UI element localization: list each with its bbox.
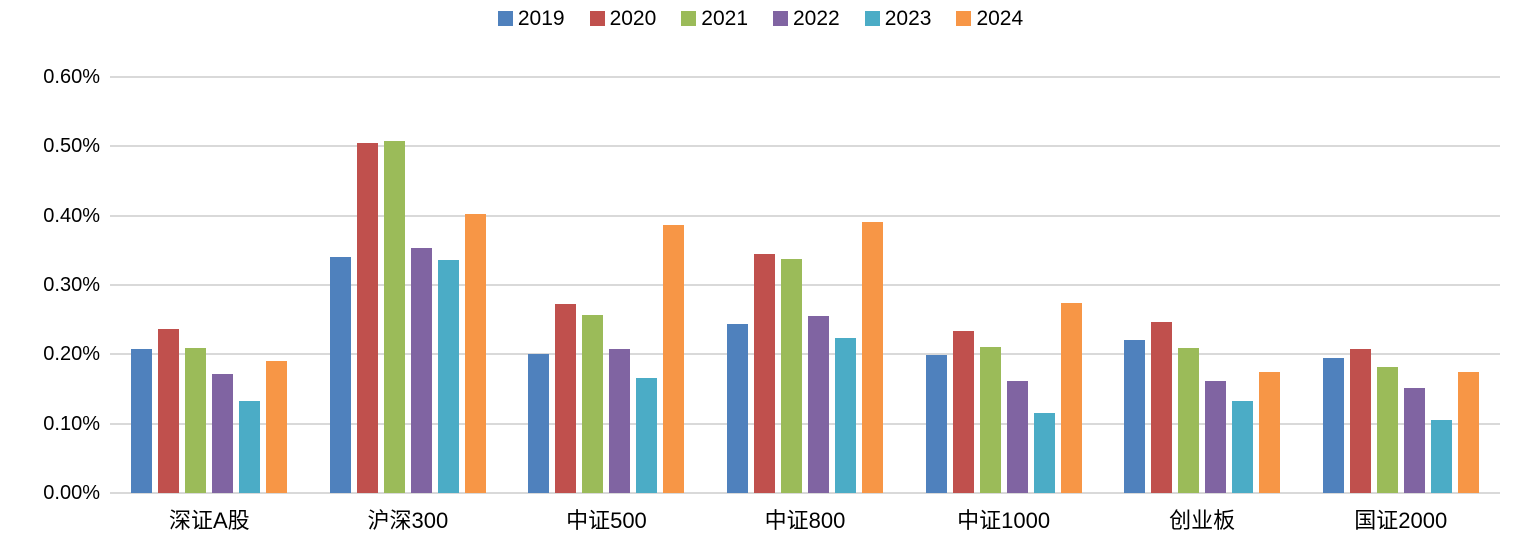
y-tick-label: 0.00% [43,482,100,504]
legend-swatch-icon [773,11,788,26]
y-tick-label: 0.30% [43,274,100,296]
legend-item-2024: 2024 [956,8,1023,29]
y-tick-label: 0.40% [43,204,100,227]
bar-group-深证A股 [110,77,309,493]
bar-2024 [862,221,884,493]
bar-2023 [1232,401,1254,493]
bar-group-国证2000 [1301,77,1500,493]
bar-2022 [212,374,234,493]
x-category-label: 创业板 [1169,508,1236,533]
gridline [110,214,1500,217]
bar-2019 [727,323,749,493]
bar-2019 [1322,357,1344,493]
bar-groups [110,77,1500,493]
bar-2021 [185,348,207,493]
bar-2021 [1376,366,1398,493]
bar-2023 [437,260,459,493]
bar-group-中证500 [507,77,706,493]
bar-2019 [1124,340,1146,493]
x-category-label: 中证500 [566,508,647,533]
bar-2024 [1060,303,1082,493]
gridline [110,492,1500,494]
legend-item-2020: 2020 [589,7,657,30]
x-axis: 深证A股 沪深300 中证500 中证800 中证1000 创业板 国证2000 [110,506,1500,537]
bar-2022 [808,315,830,493]
bar-2022 [1006,380,1028,493]
legend-item-2021: 2021 [681,8,748,29]
legend-item-2022: 2022 [773,8,840,29]
bar-2023 [239,400,261,493]
bar-2023 [1033,412,1055,493]
legend-label: 2023 [884,7,932,30]
bar-2020 [356,142,378,493]
y-tick-label: 0.20% [43,343,100,366]
bar-2020 [952,331,974,493]
x-category-label: 中证800 [764,508,846,533]
legend-swatch-icon [864,11,880,26]
y-tick-label: 0.50% [43,135,100,158]
gridline [110,353,1500,356]
legend-label: 2021 [701,7,748,30]
x-category-label: 中证1000 [957,508,1051,533]
gridline [110,284,1500,286]
legend-item-2023: 2023 [864,7,932,30]
bar-2024 [1259,372,1281,493]
x-category-label: 国证2000 [1354,508,1448,533]
x-category-label: 沪深300 [367,508,449,533]
gridline [110,422,1500,425]
bar-2021 [582,314,604,493]
legend-label: 2024 [976,7,1024,30]
chart-legend: 2019 2020 2021 2022 2023 2024 [0,8,1521,29]
bar-group-创业板 [1103,77,1302,493]
bar-2021 [979,346,1001,493]
x-category-label: 深证A股 [168,508,250,533]
bar-2023 [636,377,658,493]
bar-2023 [835,337,857,493]
bar-2023 [1430,419,1452,493]
bar-2022 [1403,388,1425,493]
legend-label: 2019 [517,7,565,30]
y-tick-label: 0.60% [43,66,100,88]
bar-group-中证1000 [904,77,1103,493]
bar-2020 [1349,349,1371,493]
bar-2024 [1457,371,1479,493]
gridline [110,145,1500,148]
bar-2020 [754,253,776,493]
bar-2019 [528,354,550,493]
bar-2024 [464,214,486,493]
y-tick-label: 0.10% [43,412,100,435]
legend-label: 2020 [609,7,657,30]
bar-group-中证800 [706,77,905,493]
plot-area [110,76,1500,494]
bar-2019 [329,257,351,493]
bar-2020 [555,303,577,493]
bar-2020 [158,329,180,493]
bar-2019 [131,348,153,493]
bar-2022 [410,247,432,493]
bar-2022 [609,349,631,493]
bar-group-沪深300 [309,77,508,493]
bar-2019 [925,355,947,493]
bar-2022 [1205,381,1227,493]
bar-2021 [781,258,803,493]
legend-swatch-icon [589,11,605,26]
y-axis: 0.60% 0.50% 0.40% 0.30% 0.20% 0.10% 0.00% [0,67,100,503]
legend-label: 2022 [793,7,840,30]
gridline [110,76,1500,78]
legend-item-2019: 2019 [497,7,565,30]
legend-swatch-icon [956,11,972,26]
bar-2020 [1151,321,1173,493]
legend-swatch-icon [497,11,513,26]
legend-swatch-icon [681,11,697,26]
bar-2021 [1178,348,1200,493]
bar-2021 [383,141,405,493]
bar-2024 [663,225,685,493]
bar-2024 [266,361,288,493]
